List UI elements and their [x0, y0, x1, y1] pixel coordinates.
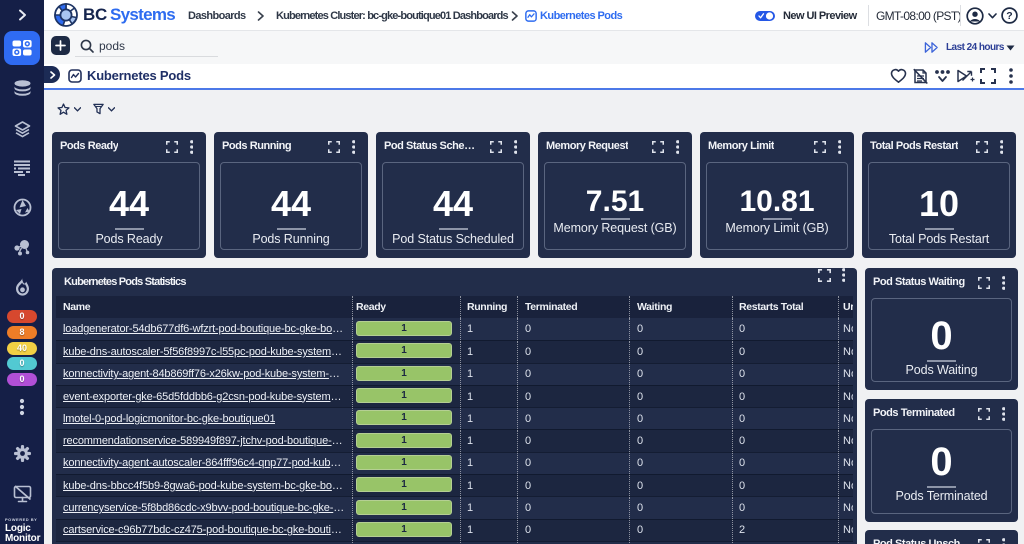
svg-text:?: ? [1006, 10, 1012, 22]
